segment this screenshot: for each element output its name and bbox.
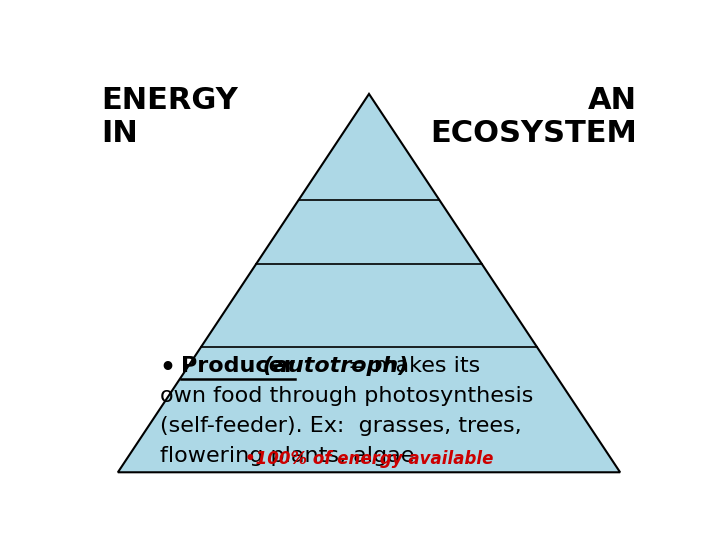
Text: own food through photosynthesis: own food through photosynthesis	[160, 386, 533, 406]
Text: (autotroph): (autotroph)	[255, 356, 408, 376]
Polygon shape	[118, 94, 620, 472]
Text: flowering plants, algae: flowering plants, algae	[160, 446, 414, 465]
Text: (self-feeder). Ex:  grasses, trees,: (self-feeder). Ex: grasses, trees,	[160, 416, 521, 436]
Text: ENERGY
IN: ENERGY IN	[101, 85, 238, 148]
Text: = makes its: = makes its	[341, 356, 480, 376]
Text: Producer: Producer	[181, 356, 294, 376]
Text: •100% of energy available: •100% of energy available	[245, 450, 493, 468]
Text: •: •	[160, 356, 176, 380]
Text: AN
ECOSYSTEM: AN ECOSYSTEM	[430, 85, 637, 148]
